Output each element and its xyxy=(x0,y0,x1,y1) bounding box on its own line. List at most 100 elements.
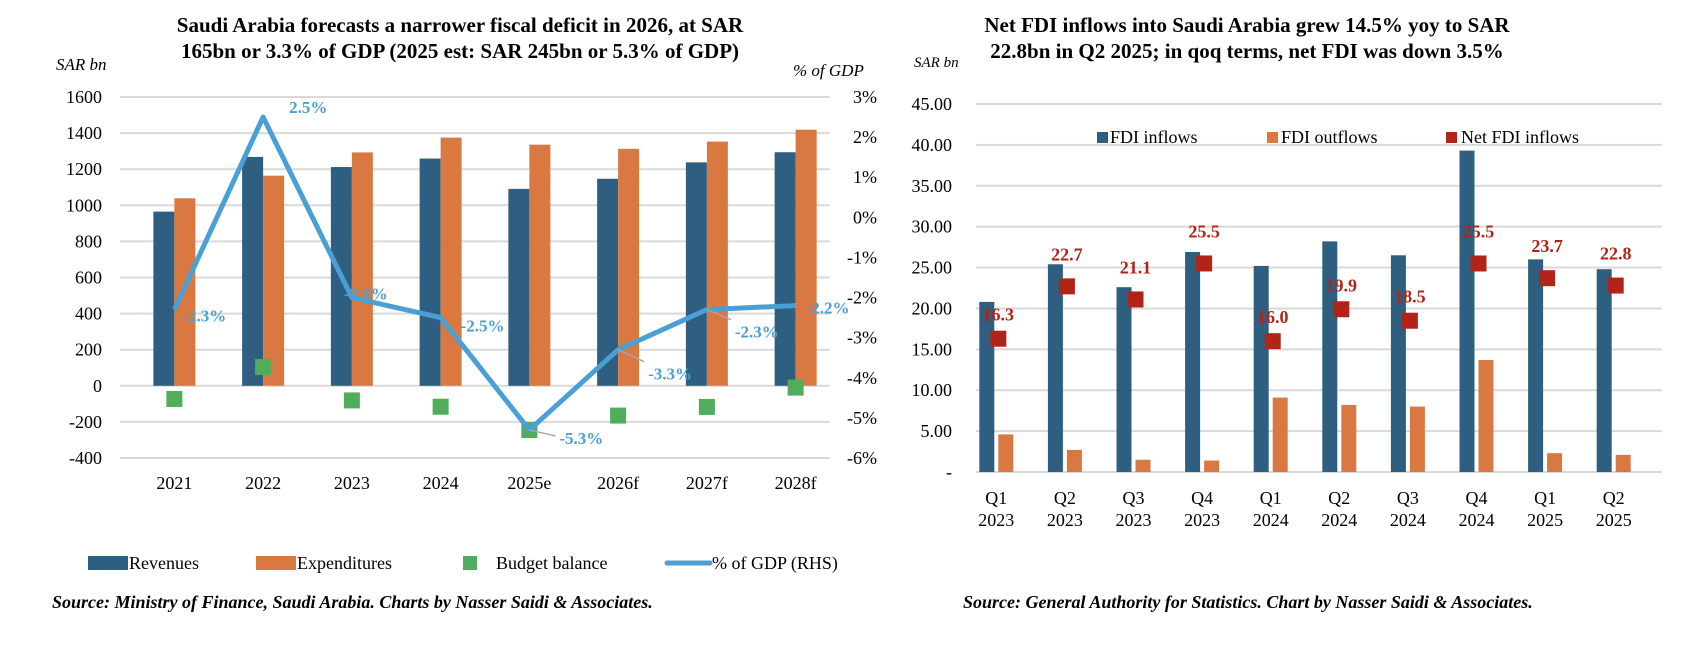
expenditures-bar xyxy=(706,141,728,386)
fdi-inflows-bar xyxy=(1047,264,1063,472)
fdi-inflows-bar xyxy=(1116,287,1132,472)
x-tick-year: 2025 xyxy=(1527,510,1563,530)
budget-balance-marker xyxy=(255,359,272,376)
net-fdi-data-label: 21.1 xyxy=(1120,257,1152,277)
label-leader-line xyxy=(706,308,732,321)
y2-tick-label: 3% xyxy=(853,87,877,107)
x-tick-quarter: Q1 xyxy=(1534,488,1556,508)
net-fdi-marker xyxy=(1196,255,1213,272)
fdi-chart-y-axis-label: SAR bn xyxy=(914,55,959,71)
x-tick-quarter: Q1 xyxy=(1260,488,1282,508)
x-tick-label: Q2 2025 xyxy=(1596,488,1632,530)
fdi-chart-title-line-2: 22.8bn in Q2 2025; in qoq terms, net FDI… xyxy=(990,39,1503,63)
x-tick-quarter: Q2 xyxy=(1054,488,1076,508)
expenditures-bar xyxy=(618,148,640,386)
fiscal-chart-legend: Revenues Expenditures Budget balance % o… xyxy=(88,553,838,574)
y2-tick-label: -5% xyxy=(847,408,877,428)
x-tick-label: Q4 2023 xyxy=(1184,488,1220,530)
fdi-chart-title-line-1: Net FDI inflows into Saudi Arabia grew 1… xyxy=(984,13,1510,37)
y2-tick-label: -2% xyxy=(847,288,877,308)
pct-gdp-data-label: -2.3% xyxy=(182,307,226,326)
fdi-inflows-bar xyxy=(1459,150,1475,472)
y-tick-label: 600 xyxy=(75,268,102,288)
y-tick-label: 10.00 xyxy=(912,380,953,400)
y2-tick-label: 1% xyxy=(853,167,877,187)
net-fdi-marker xyxy=(1127,291,1144,308)
net-fdi-data-label: 25.5 xyxy=(1463,221,1495,241)
y-tick-label: 30.00 xyxy=(912,217,953,237)
y-tick-label: 1600 xyxy=(66,87,102,107)
net-fdi-data-label: 23.7 xyxy=(1531,236,1563,256)
legend-swatch-net-fdi xyxy=(1446,132,1457,143)
x-tick-year: 2023 xyxy=(1047,510,1083,530)
x-tick-label: Q3 2023 xyxy=(1116,488,1152,530)
x-tick-year: 2023 xyxy=(1184,510,1220,530)
y-tick-label: 40.00 xyxy=(912,135,953,155)
y-tick-label: 5.00 xyxy=(921,421,953,441)
legend-label-net-fdi: Net FDI inflows xyxy=(1461,127,1579,147)
net-fdi-data-label: 16.0 xyxy=(1257,307,1289,327)
expenditures-bar xyxy=(263,175,285,386)
fiscal-chart-y2-ticks: 3% 2% 1% 0% -1% -2% -3% -4% -5% -6% xyxy=(847,87,877,468)
legend-label-expenditures: Expenditures xyxy=(297,553,392,573)
x-tick-label: 2027f xyxy=(686,473,728,493)
fdi-outflows-bar xyxy=(1409,406,1425,472)
legend-swatch-fdi-inflows xyxy=(1097,132,1108,143)
x-tick-year: 2024 xyxy=(1459,510,1495,530)
net-fdi-data-label: 19.9 xyxy=(1326,275,1358,295)
expenditures-bar xyxy=(440,137,462,386)
revenues-bar xyxy=(508,188,530,386)
x-tick-label: 2028f xyxy=(775,473,817,493)
y-tick-label: -200 xyxy=(69,412,102,432)
fdi-inflows-bar xyxy=(1528,259,1544,472)
fdi-inflows-bar xyxy=(1390,255,1406,472)
y-tick-label: 400 xyxy=(75,304,102,324)
expenditures-bar xyxy=(351,152,373,386)
net-fdi-marker xyxy=(1401,312,1418,329)
label-leader-line xyxy=(617,349,645,363)
x-tick-year: 2025 xyxy=(1596,510,1632,530)
x-tick-year: 2023 xyxy=(1116,510,1152,530)
net-fdi-marker xyxy=(1470,255,1487,272)
net-fdi-data-label: 16.3 xyxy=(983,305,1015,325)
net-fdi-data-label: 22.7 xyxy=(1051,244,1083,264)
fiscal-chart-y2-axis-label: % of GDP xyxy=(793,61,864,80)
fdi-outflows-bar xyxy=(1272,397,1288,472)
legend-label-budget-balance: Budget balance xyxy=(496,553,607,573)
fdi-outflows-bar xyxy=(1204,460,1220,472)
y-tick-label: 35.00 xyxy=(912,176,953,196)
x-tick-quarter: Q4 xyxy=(1191,488,1213,508)
x-tick-year: 2024 xyxy=(1390,510,1426,530)
x-tick-label: 2025e xyxy=(507,473,551,493)
x-tick-quarter: Q1 xyxy=(985,488,1007,508)
y-tick-label: -400 xyxy=(69,448,102,468)
fdi-chart-net-markers: 16.3 22.7 21.1 25.5 16.0 19.9 18.5 25.5 23.7 22.8 xyxy=(983,221,1632,350)
revenues-bar xyxy=(419,158,441,386)
y2-tick-label: -3% xyxy=(847,328,877,348)
x-tick-label: Q1 2023 xyxy=(978,488,1014,530)
expenditures-bar xyxy=(795,129,817,386)
fdi-outflows-bar xyxy=(1066,449,1082,472)
y-tick-label: 1400 xyxy=(66,123,102,143)
fdi-outflows-bar xyxy=(1547,453,1563,472)
y2-tick-label: 0% xyxy=(853,207,877,227)
fdi-inflows-bar xyxy=(1185,252,1201,472)
net-fdi-data-label: 22.8 xyxy=(1600,244,1632,264)
fdi-chart-y-ticks: 45.00 40.00 35.00 30.00 25.00 20.00 15.00 10.00… xyxy=(912,94,953,482)
fdi-chart: Net FDI inflows into Saudi Arabia grew 1… xyxy=(912,13,1662,612)
x-tick-label: 2022 xyxy=(245,473,281,493)
legend-swatch-expenditures xyxy=(256,556,296,570)
y-tick-label: 25.00 xyxy=(912,258,953,278)
x-tick-label: Q4 2024 xyxy=(1459,488,1495,530)
x-tick-label: Q1 2024 xyxy=(1253,488,1289,530)
x-tick-label: Q3 2024 xyxy=(1390,488,1426,530)
y2-tick-label: -1% xyxy=(847,247,877,267)
y-tick-label: - xyxy=(946,462,952,482)
fdi-outflows-bar xyxy=(1341,404,1357,472)
net-fdi-data-label: 18.5 xyxy=(1394,287,1426,307)
fiscal-chart: Saudi Arabia forecasts a narrower fiscal… xyxy=(52,13,877,612)
budget-balance-marker xyxy=(432,398,449,415)
net-fdi-data-label: 25.5 xyxy=(1188,221,1220,241)
